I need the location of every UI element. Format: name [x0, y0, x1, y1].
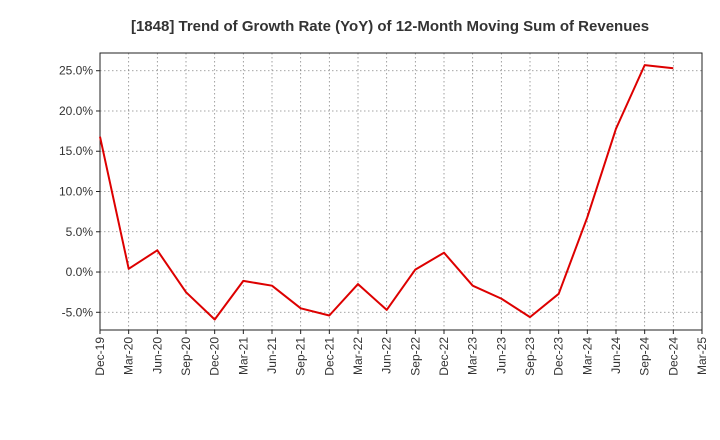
chart-title: [1848] Trend of Growth Rate (YoY) of 12-… — [131, 18, 649, 35]
x-tick-label: Dec-21 — [322, 337, 336, 376]
x-axis-ticks: Dec-19 Mar-20 Jun-20 Sep-20 Dec-20 Mar-21 Jun-… — [93, 330, 709, 376]
series-line — [99, 64, 674, 321]
x-tick-label: Jun-24 — [609, 337, 623, 374]
y-tick-label: 25.0% — [59, 64, 93, 78]
x-tick-label: Dec-22 — [437, 337, 451, 376]
y-tick-label: 0.0% — [66, 265, 94, 279]
y-tick-label: 15.0% — [59, 144, 93, 158]
y-tick-label: 20.0% — [59, 104, 93, 118]
x-tick-label: Mar-21 — [236, 337, 250, 375]
x-tick-label: Jun-23 — [494, 337, 508, 374]
x-tick-label: Mar-22 — [351, 337, 365, 375]
x-tick-label: Sep-20 — [179, 337, 193, 376]
x-tick-label: Dec-23 — [552, 337, 566, 376]
x-tick-label: Mar-25 — [695, 337, 709, 375]
x-tick-label: Jun-21 — [265, 337, 279, 374]
x-tick-label: Sep-24 — [638, 337, 652, 376]
y-tick-label: -5.0% — [62, 305, 94, 319]
x-tick-label: Mar-23 — [466, 337, 480, 375]
x-tick-label: Mar-24 — [580, 337, 594, 375]
y-tick-label: 10.0% — [59, 185, 93, 199]
x-tick-label: Dec-20 — [208, 337, 222, 376]
series-group — [99, 64, 674, 321]
x-tick-label: Sep-21 — [294, 337, 308, 376]
gridlines — [100, 53, 702, 330]
y-axis-ticks: -5.0% 0.0% 5.0% 10.0% 15.0% 20.0% 25.0% — [59, 64, 100, 319]
x-tick-label: Dec-24 — [666, 337, 680, 376]
x-tick-label: Dec-19 — [93, 337, 107, 376]
x-tick-label: Jun-20 — [150, 337, 164, 374]
x-tick-label: Mar-20 — [122, 337, 136, 375]
x-tick-label: Sep-22 — [408, 337, 422, 376]
x-tick-label: Sep-23 — [523, 337, 537, 376]
y-tick-label: 5.0% — [66, 225, 94, 239]
x-tick-label: Jun-22 — [380, 337, 394, 374]
